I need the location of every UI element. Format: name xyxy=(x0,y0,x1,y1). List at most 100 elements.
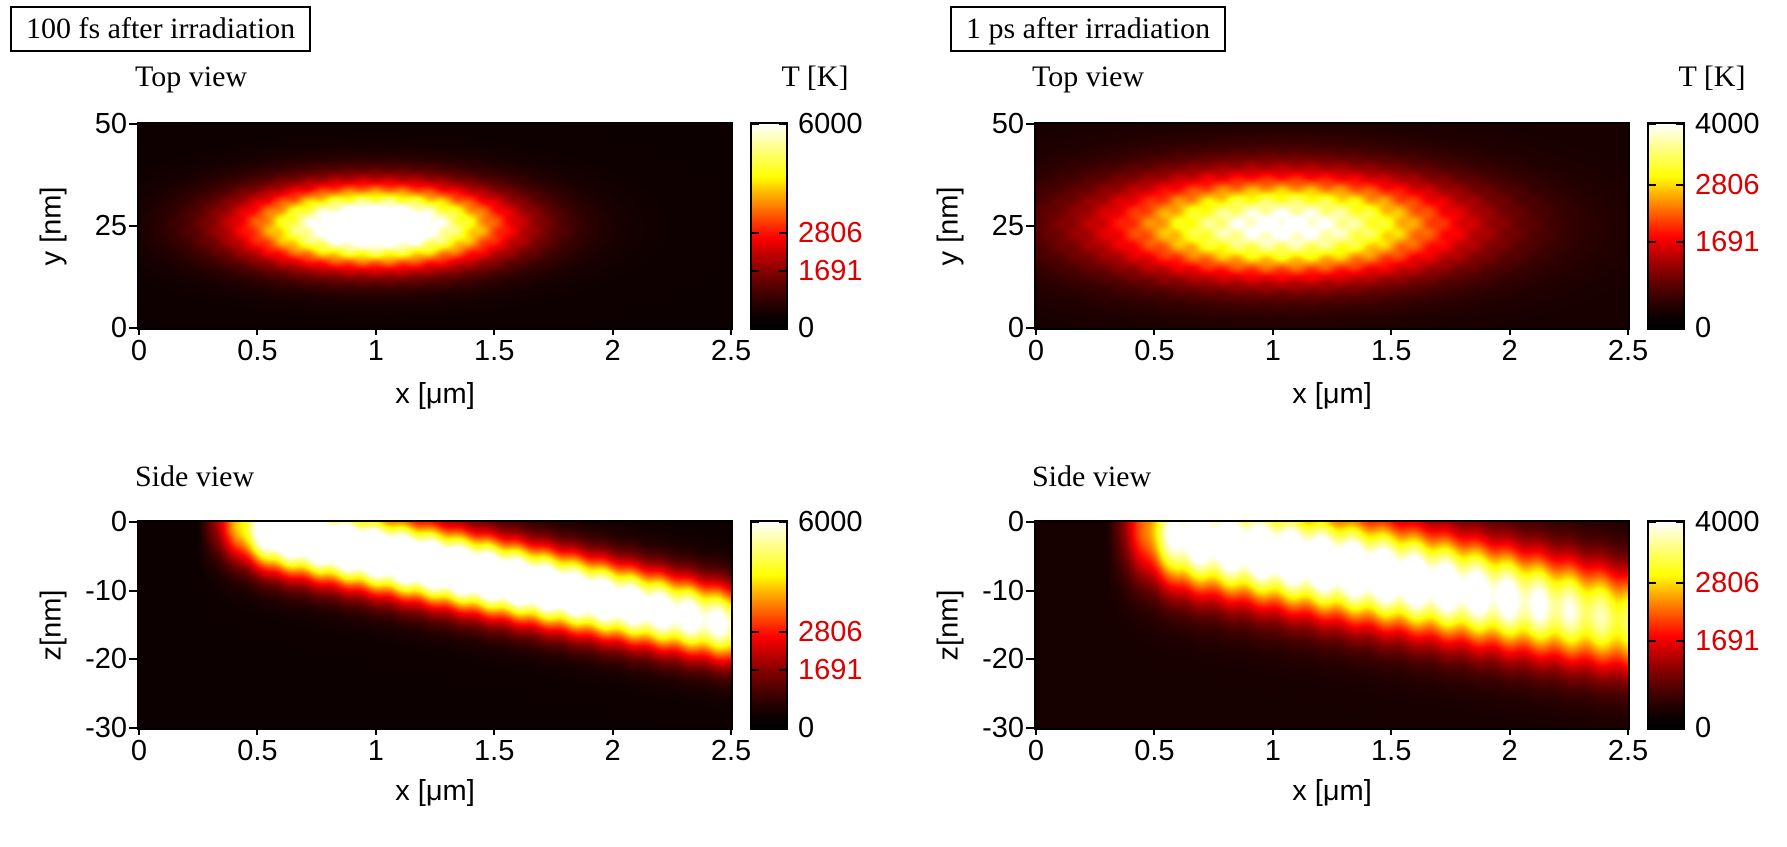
x-tick-mark xyxy=(1153,728,1156,735)
x-tick-mark xyxy=(611,728,614,735)
x-axis-label: x [μm] xyxy=(395,775,475,807)
colorbar-tick-mark xyxy=(1676,521,1683,523)
colorbar-tick-label: 1691 xyxy=(1695,624,1760,657)
panel-top-view-100fs: Top view T [K] y [nm] x [μm] 0 0.5 1 1.5 2 2.… xyxy=(0,60,880,450)
panel-title: Side view xyxy=(1032,460,1152,493)
colorbar-tick-label: 2806 xyxy=(798,615,863,648)
x-tick-mark xyxy=(138,728,140,735)
heatmap-plot xyxy=(1034,122,1630,330)
x-tick-label: 0.5 xyxy=(237,735,278,767)
y-tick-label: 0 xyxy=(1007,312,1024,344)
y-tick-mark xyxy=(129,225,137,227)
colorbar-tick-mark xyxy=(1676,727,1683,729)
colorbar-tick-mark xyxy=(752,630,759,633)
heatmap-plot xyxy=(137,520,733,730)
x-tick-mark xyxy=(374,728,377,735)
colorbar-tick-mark xyxy=(752,521,759,523)
colorbar-tick-mark xyxy=(1649,240,1656,243)
x-tick-mark xyxy=(256,328,259,335)
x-tick-mark xyxy=(730,328,732,335)
x-tick-label: 1 xyxy=(367,735,384,767)
colorbar-tick-mark xyxy=(779,231,786,234)
colorbar-tick-mark xyxy=(1676,183,1683,186)
x-tick-mark xyxy=(138,328,140,335)
y-tick-mark xyxy=(129,727,137,729)
x-tick-label: 0.5 xyxy=(1134,735,1175,767)
x-tick-label: 2 xyxy=(1501,335,1518,367)
colorbar-tick-mark xyxy=(1649,327,1656,329)
x-tick-label: 1 xyxy=(1264,735,1281,767)
colorbar-tick-mark xyxy=(1649,727,1656,729)
x-tick-label: 1 xyxy=(367,335,384,367)
colorbar-tick-label: 0 xyxy=(798,712,815,744)
colorbar-tick-label: 0 xyxy=(798,312,815,344)
y-tick-label: 25 xyxy=(991,210,1024,242)
colorbar-tick-label: 6000 xyxy=(798,108,863,140)
colorbar-tick-label: 2806 xyxy=(1695,168,1760,201)
colorbar xyxy=(1647,122,1685,330)
y-tick-label: -30 xyxy=(982,712,1024,744)
heatmap-plot xyxy=(137,122,733,330)
colorbar-tick-label: 0 xyxy=(1695,712,1712,744)
panel-top-view-1ps: Top view T [K] y [nm] x [μm] 0 0.5 1 1.5 2 2.… xyxy=(897,60,1777,450)
x-tick-mark xyxy=(1035,328,1037,335)
x-tick-mark xyxy=(1627,728,1629,735)
colorbar-canvas xyxy=(1649,124,1683,328)
x-axis-label: x [μm] xyxy=(1292,775,1372,807)
heatmap-canvas xyxy=(1036,522,1628,728)
colorbar-tick-mark xyxy=(1676,639,1683,642)
colorbar-tick-label: 2806 xyxy=(798,216,863,249)
x-tick-mark xyxy=(730,728,732,735)
y-tick-label: -30 xyxy=(85,712,127,744)
y-tick-mark xyxy=(1026,589,1034,592)
x-tick-mark xyxy=(256,728,259,735)
colorbar-canvas xyxy=(752,522,786,728)
colorbar-tick-mark xyxy=(779,123,786,125)
panel-title: Top view xyxy=(135,60,248,93)
y-tick-label: 50 xyxy=(991,108,1024,140)
colorbar-tick-mark xyxy=(752,668,759,671)
x-tick-mark xyxy=(1508,728,1511,735)
x-tick-label: 2.5 xyxy=(1607,735,1649,767)
colorbar-tick-mark xyxy=(1649,639,1656,642)
colorbar-title: T [K] xyxy=(1678,60,1746,93)
x-tick-label: 0 xyxy=(130,735,148,767)
x-axis-label: x [μm] xyxy=(1292,378,1372,410)
colorbar-tick-mark xyxy=(1676,123,1683,125)
heatmap-canvas xyxy=(139,522,731,728)
colorbar xyxy=(750,122,788,330)
x-tick-label: 0 xyxy=(130,335,148,367)
x-tick-mark xyxy=(1035,728,1037,735)
colorbar-tick-mark xyxy=(1649,582,1656,585)
x-tick-label: 0.5 xyxy=(237,335,278,367)
x-tick-mark xyxy=(1390,728,1393,735)
panel-side-view-100fs: Side view z[nm] x [μm] 0 0.5 1 1.5 2 2.5 0 -10-… xyxy=(0,460,880,847)
colorbar-tick-mark xyxy=(1676,240,1683,243)
colorbar-tick-mark xyxy=(1676,327,1683,329)
x-tick-label: 0 xyxy=(1027,735,1045,767)
x-tick-mark xyxy=(1627,328,1629,335)
colorbar-tick-mark xyxy=(779,727,786,729)
y-tick-mark xyxy=(1026,727,1034,729)
y-tick-mark xyxy=(1026,658,1034,661)
x-tick-label: 0 xyxy=(1027,335,1045,367)
colorbar-tick-mark xyxy=(779,269,786,272)
x-tick-label: 2 xyxy=(604,335,621,367)
y-tick-label: 0 xyxy=(110,506,127,538)
y-tick-label: -20 xyxy=(85,643,127,676)
x-tick-mark xyxy=(1271,728,1274,735)
x-tick-mark xyxy=(1390,328,1393,335)
x-axis-label: x [μm] xyxy=(395,378,475,410)
colorbar xyxy=(1647,520,1685,730)
colorbar-tick-label: 0 xyxy=(1695,312,1712,344)
x-tick-mark xyxy=(611,328,614,335)
colorbar-tick-mark xyxy=(779,630,786,633)
x-tick-mark xyxy=(493,328,496,335)
y-tick-label: -10 xyxy=(982,574,1024,607)
colorbar-tick-mark xyxy=(752,727,759,729)
y-tick-label: 25 xyxy=(94,210,127,242)
colorbar-tick-mark xyxy=(1676,582,1683,585)
x-tick-mark xyxy=(493,728,496,735)
y-tick-mark xyxy=(129,589,137,592)
